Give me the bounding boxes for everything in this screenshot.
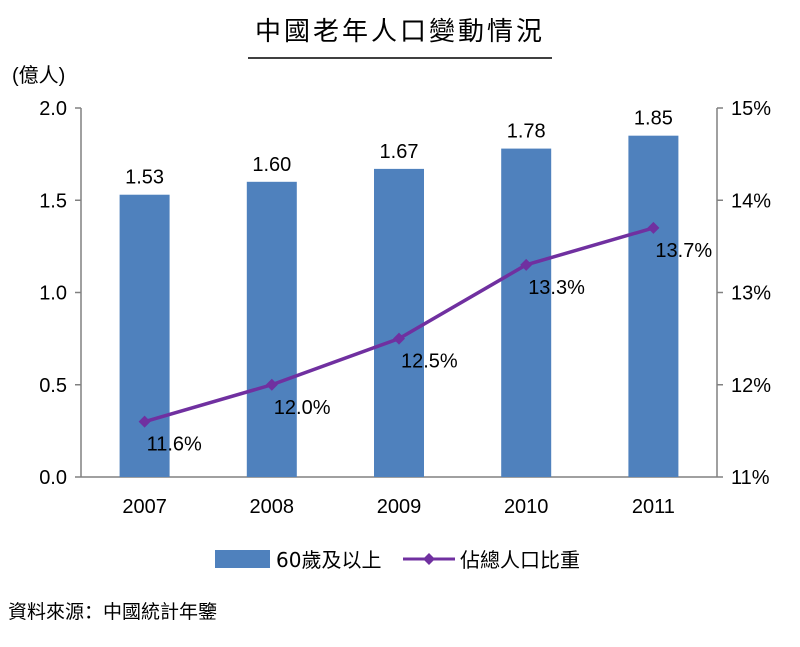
y-right-tick-label: 11% xyxy=(731,467,770,489)
y-left-unit: (億人) xyxy=(12,64,65,87)
chart-title: 中國老年人口變動情況 xyxy=(255,17,545,47)
line-point xyxy=(520,258,533,271)
bar xyxy=(628,135,679,478)
x-tick-label: 2007 xyxy=(122,496,167,518)
bar-series: 1.53 1.60 1.67 1.78 1.85 xyxy=(119,108,679,478)
legend: 60歲及以上 佔總人口比重 xyxy=(215,548,580,572)
bar-data-label: 1.78 xyxy=(507,121,546,143)
y-right-tick-label: 15% xyxy=(731,98,771,120)
line-series: 11.6% 12.0% 12.5% 13.3% 13.7% xyxy=(138,221,712,456)
y-left-tick-label: 1.0 xyxy=(39,283,67,305)
line-point xyxy=(265,378,278,391)
x-tick-label: 2009 xyxy=(377,496,422,518)
bar-data-label: 1.67 xyxy=(380,141,419,163)
bar xyxy=(374,168,424,477)
x-tick-label: 2010 xyxy=(504,496,549,518)
y-left-tick-label: 1.5 xyxy=(39,190,67,212)
line-point xyxy=(138,415,151,428)
axis-ticks: 0.0 0.5 1.0 1.5 2.0 11% 12% 13% 14% 15% 2007 2008 20… xyxy=(39,98,771,518)
line-data-label: 12.0% xyxy=(274,397,331,419)
bar xyxy=(501,148,552,477)
bar-data-label: 1.85 xyxy=(634,108,673,130)
line-point xyxy=(647,221,660,234)
line-point xyxy=(393,332,405,345)
y-left-tick-label: 0.5 xyxy=(39,375,67,397)
legend-line-marker xyxy=(423,553,435,565)
y-right-tick-label: 14% xyxy=(731,190,771,212)
x-tick-label: 2008 xyxy=(250,496,295,518)
bar xyxy=(246,181,297,478)
y-left-tick-label: 2.0 xyxy=(39,98,67,120)
bar-data-label: 1.60 xyxy=(252,154,291,176)
x-tick-label: 2011 xyxy=(632,496,675,518)
line-data-label: 13.3% xyxy=(528,277,585,299)
bar xyxy=(119,194,170,477)
legend-bar-label: 60歲及以上 xyxy=(276,548,381,572)
y-right-tick-label: 13% xyxy=(731,283,771,305)
line-data-label: 11.6% xyxy=(147,434,202,456)
y-right-tick-label: 12% xyxy=(731,375,771,397)
source-note: 資料來源：中國統計年鑒 xyxy=(8,601,217,623)
y-left-tick-label: 0.0 xyxy=(39,467,67,489)
legend-bar-swatch xyxy=(215,550,270,568)
legend-line-label: 佔總人口比重 xyxy=(460,548,580,572)
line-data-label: 13.7% xyxy=(655,240,712,262)
bar-data-label: 1.53 xyxy=(125,167,164,189)
line-data-label: 12.5% xyxy=(401,351,458,373)
